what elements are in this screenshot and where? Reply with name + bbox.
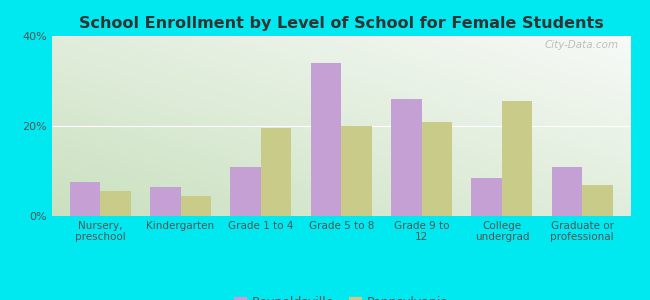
Bar bbox=[70, 182, 100, 216]
Bar bbox=[391, 99, 422, 216]
Bar bbox=[100, 191, 131, 216]
Bar bbox=[150, 187, 181, 216]
Bar bbox=[582, 184, 613, 216]
Bar bbox=[261, 128, 291, 216]
Title: School Enrollment by Level of School for Female Students: School Enrollment by Level of School for… bbox=[79, 16, 604, 31]
Bar bbox=[341, 126, 372, 216]
Bar bbox=[552, 167, 582, 216]
Legend: Reynoldsville, Pennsylvania: Reynoldsville, Pennsylvania bbox=[229, 291, 454, 300]
Bar bbox=[471, 178, 502, 216]
Bar bbox=[422, 122, 452, 216]
Text: City-Data.com: City-Data.com bbox=[545, 40, 619, 50]
Bar bbox=[502, 101, 532, 216]
Bar bbox=[230, 167, 261, 216]
Bar bbox=[311, 63, 341, 216]
Bar bbox=[181, 196, 211, 216]
